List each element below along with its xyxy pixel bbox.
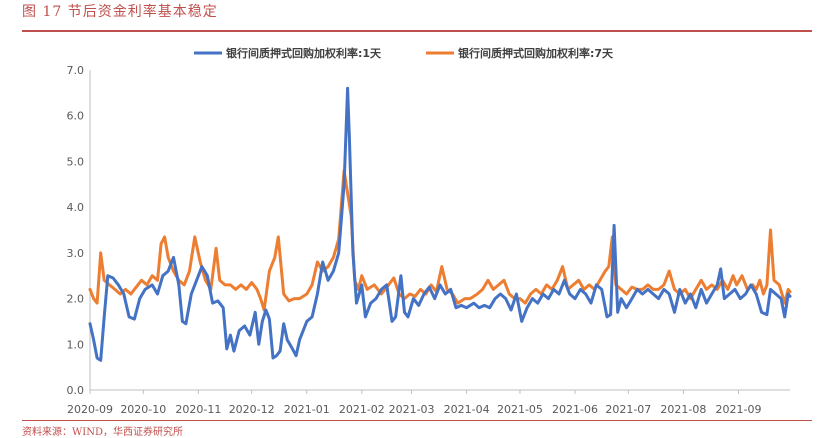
legend: 银行间质押式回购加权利率:1天 银行间质押式回购加权利率:7天 bbox=[194, 46, 614, 60]
series-line-1d bbox=[88, 86, 792, 362]
source-note: 资料来源：WIND，华西证券研究所 bbox=[22, 427, 183, 438]
x-tick-label: 2021-02 bbox=[339, 403, 385, 416]
series-lines bbox=[88, 86, 792, 362]
x-tick-label: 2020-11 bbox=[175, 403, 221, 416]
y-tick-label: 4.0 bbox=[67, 201, 85, 214]
x-tick-label: 2021-03 bbox=[389, 403, 435, 416]
x-tick-label: 2021-08 bbox=[660, 403, 706, 416]
legend-label-1d: 银行间质押式回购加权利率:1天 bbox=[226, 46, 382, 60]
x-tick-label: 2021-04 bbox=[444, 403, 490, 416]
x-tick-label: 2021-01 bbox=[284, 403, 330, 416]
x-tick-label: 2021-09 bbox=[715, 403, 761, 416]
source-rule bbox=[22, 420, 812, 421]
series-line-7d bbox=[88, 169, 792, 312]
figure-title: 图 17 节后资金利率基本稳定 bbox=[22, 4, 218, 20]
y-tick-label: 5.0 bbox=[67, 155, 85, 168]
x-tick-label: 2021-05 bbox=[497, 403, 543, 416]
y-tick-labels: 0.0 1.0 2.0 3.0 4.0 5.0 6.0 7.0 bbox=[67, 64, 85, 397]
x-tick-label: 2021-07 bbox=[605, 403, 651, 416]
x-tick-label: 2020-10 bbox=[120, 403, 166, 416]
y-tick-label: 7.0 bbox=[67, 64, 85, 77]
x-tick-label: 2020-09 bbox=[67, 403, 113, 416]
x-tick-label: 2020-12 bbox=[229, 403, 275, 416]
y-tick-label: 2.0 bbox=[67, 293, 85, 306]
y-tick-label: 3.0 bbox=[67, 247, 85, 260]
legend-label-7d: 银行间质押式回购加权利率:7天 bbox=[458, 46, 614, 60]
x-tick-labels: 2020-09 2020-10 2020-11 2020-12 2021-01 2021-… bbox=[67, 390, 761, 416]
y-tick-label: 0.0 bbox=[67, 384, 85, 397]
title-rule bbox=[22, 30, 812, 32]
y-tick-label: 1.0 bbox=[67, 338, 85, 351]
x-tick-label: 2021-06 bbox=[552, 403, 598, 416]
y-tick-label: 6.0 bbox=[67, 110, 85, 123]
